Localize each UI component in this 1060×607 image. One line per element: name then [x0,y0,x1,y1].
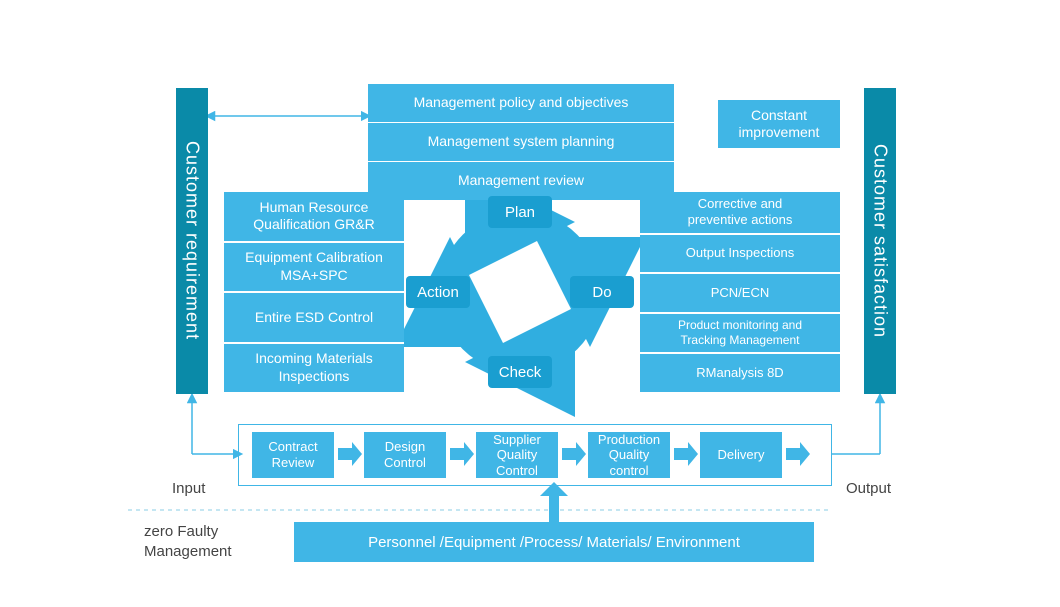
left-pillar-label: Customer requirement [182,141,203,340]
right-pillar-label: Customer satisfaction [870,144,891,338]
right-item-4-label: RManalysis 8D [696,365,783,381]
flow-node-2: Supplier Quality Control [476,432,558,478]
flow-node-0: Contract Review [252,432,334,478]
left-item-1: Equipment Calibration MSA+SPC [224,243,404,294]
pdca-ring [450,222,590,362]
pdca-plan: Plan [488,196,552,228]
pdca-check: Check [488,356,552,388]
right-item-1-label: Output Inspections [686,245,794,261]
output-label-text: Output [846,480,891,497]
bottom-bar: Personnel /Equipment /Process/ Materials… [294,522,814,562]
bottom-bar-label: Personnel /Equipment /Process/ Materials… [368,534,740,551]
zero-faulty-line2: Management [144,542,232,562]
right-item-3: Product monitoring and Tracking Manageme… [640,314,840,354]
pdca-do: Do [570,276,634,308]
left-item-3-label: Incoming Materials Inspections [255,350,373,385]
right-item-0-label: Corrective and preventive actions [688,196,793,229]
pdca-action: Action [406,276,470,308]
top-row-0: Management policy and objectives [368,84,674,123]
pdca-action-label: Action [417,284,459,301]
flow-node-0-label: Contract Review [268,439,317,470]
right-item-2: PCN/ECN [640,274,840,314]
top-row-1: Management system planning [368,123,674,162]
pdca-plan-label: Plan [505,204,535,221]
right-item-2-label: PCN/ECN [711,285,770,301]
right-pillar: Customer satisfaction [864,88,896,394]
input-label: Input [172,480,205,497]
input-label-text: Input [172,480,205,497]
flow-node-3: Production Quality control [588,432,670,478]
pdca-do-label: Do [592,284,611,301]
flow-node-2-label: Supplier Quality Control [493,432,541,479]
top-row-0-label: Management policy and objectives [414,94,629,112]
left-pillar: Customer requirement [176,88,208,394]
top-row-1-label: Management system planning [428,133,615,151]
zero-faulty-label: zero Faulty Management [144,522,232,561]
flow-node-4: Delivery [700,432,782,478]
right-item-0: Corrective and preventive actions [640,192,840,235]
output-label: Output [846,480,891,497]
top-row-2-label: Management review [458,172,584,190]
left-item-0: Human Resource Qualification GR&R [224,192,404,243]
right-item-1: Output Inspections [640,235,840,275]
constant-row-1: improvement [739,124,820,142]
flow-node-1: Design Control [364,432,446,478]
flow-node-4-label: Delivery [718,447,765,463]
right-item-4: RManalysis 8D [640,354,840,392]
constant-row-0: Constant [751,107,807,125]
right-list: Corrective and preventive actions Output… [640,192,840,392]
zero-faulty-line1: zero Faulty [144,522,232,542]
left-item-2: Entire ESD Control [224,293,404,344]
top-row-2: Management review [368,162,674,200]
flow-node-1-label: Design Control [384,439,426,470]
left-item-3: Incoming Materials Inspections [224,344,404,393]
constant-improvement-box: Constant improvement [718,100,840,148]
left-item-1-label: Equipment Calibration MSA+SPC [245,249,383,284]
left-item-0-label: Human Resource Qualification GR&R [253,199,374,234]
left-item-2-label: Entire ESD Control [255,309,373,327]
left-list: Human Resource Qualification GR&R Equipm… [224,192,404,392]
flow-node-3-label: Production Quality control [598,432,660,479]
right-item-3-label: Product monitoring and Tracking Manageme… [678,318,802,348]
top-management-box: Management policy and objectives Managem… [368,84,674,174]
pdca-check-label: Check [499,364,542,381]
